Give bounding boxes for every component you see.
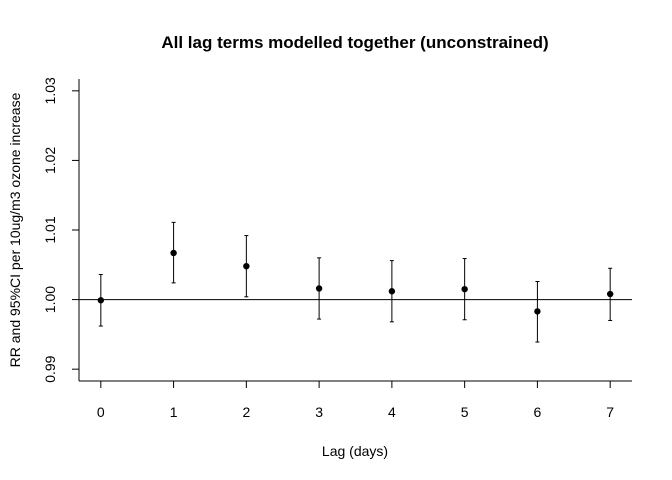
y-ticks: 0.99 1.00 1.01 1.02 1.03 (42, 77, 79, 383)
y-axis-label: RR and 95%CI per 10ug/m3 ozone increase (7, 92, 23, 367)
x-tick-label: 6 (534, 404, 542, 420)
rr-point (388, 288, 396, 295)
x-tick-label: 0 (97, 404, 105, 420)
y-tick-label: 1.00 (42, 286, 58, 313)
x-ticks: 0 1 2 3 4 5 6 7 (97, 381, 614, 420)
rr-point (243, 262, 250, 270)
y-tick-label: 0.99 (42, 355, 58, 382)
rr-point (97, 297, 105, 304)
x-tick-label: 4 (388, 404, 396, 420)
rr-point (606, 290, 614, 298)
x-tick-label: 7 (606, 404, 614, 420)
data-points (97, 221, 614, 343)
y-tick-label: 1.03 (42, 77, 58, 104)
rr-point (170, 249, 177, 257)
rr-point (534, 308, 541, 315)
x-tick-label: 5 (461, 404, 469, 420)
rr-point (461, 285, 468, 293)
x-tick-label: 2 (242, 404, 250, 420)
x-axis-label: Lag (days) (322, 443, 388, 459)
y-tick-label: 1.02 (42, 147, 58, 174)
x-tick-label: 3 (315, 404, 323, 420)
y-tick-label: 1.01 (42, 216, 58, 243)
rr-point (315, 285, 323, 292)
chart-title: All lag terms modelled together (unconst… (161, 33, 548, 52)
x-tick-label: 1 (170, 404, 178, 420)
